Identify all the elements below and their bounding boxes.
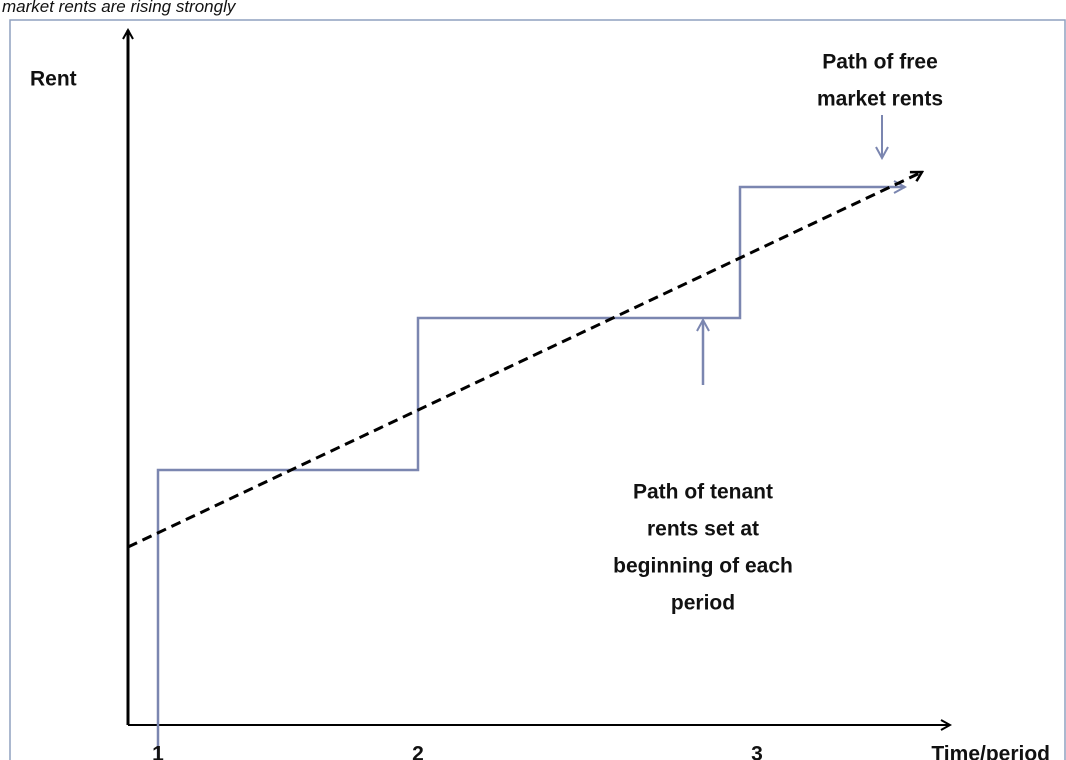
free-market-label: Path of free bbox=[822, 51, 938, 74]
x-tick-label: 2 bbox=[412, 743, 424, 760]
tenant-label: period bbox=[671, 592, 735, 615]
free-market-label: market rents bbox=[817, 88, 943, 111]
x-tick-label: 1 bbox=[152, 743, 164, 760]
tenant-label: beginning of each bbox=[613, 555, 793, 578]
market-rent-path bbox=[127, 170, 922, 549]
tenant-label: rents set at bbox=[647, 518, 759, 541]
tenant-label: Path of tenant bbox=[633, 481, 773, 504]
caption: market rents are rising strongly bbox=[2, 0, 237, 16]
x-tick-label: 3 bbox=[751, 743, 763, 760]
tenant-rent-path bbox=[156, 187, 905, 760]
frame bbox=[9, 19, 1066, 760]
annotations: Path of free market rents Path of tenant re… bbox=[613, 51, 943, 615]
x-ticks: 1 2 3 bbox=[152, 743, 763, 760]
y-axis-label: Rent bbox=[30, 68, 77, 91]
x-axis-label: Time/period bbox=[931, 743, 1050, 760]
